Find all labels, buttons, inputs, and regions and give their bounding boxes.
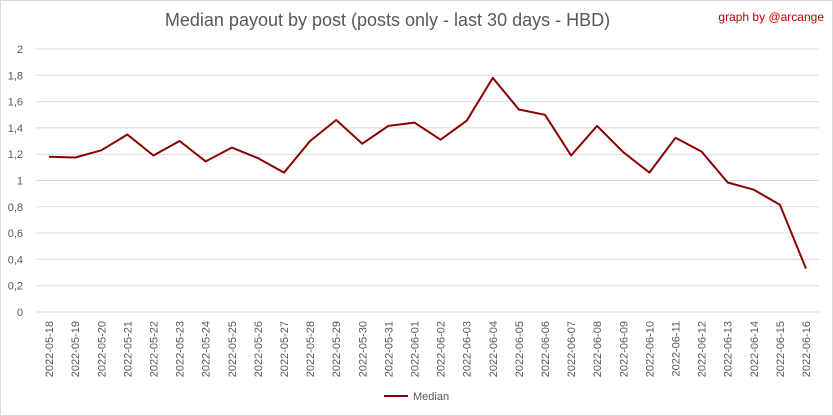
- x-tick-label: 2022-06-05: [514, 321, 526, 377]
- x-tick-label: 2022-06-01: [409, 321, 421, 377]
- x-tick-label: 2022-05-19: [70, 321, 82, 377]
- x-tick-label: 2022-05-25: [227, 321, 239, 377]
- y-tick-label: 0: [17, 307, 23, 319]
- series-line-median: [48, 76, 807, 269]
- x-tick-label: 2022-05-28: [305, 321, 317, 377]
- legend: Median: [384, 391, 449, 403]
- x-tick-label: 2022-05-24: [201, 321, 213, 377]
- y-tick-label: 1,6: [8, 97, 23, 109]
- x-tick-label: 2022-05-29: [331, 321, 343, 377]
- x-tick-label: 2022-06-06: [540, 321, 552, 377]
- y-axis: 0 0,2 0,4 0,6 0,8 1 1,2 1,4 1,6 1,8 2: [8, 44, 23, 319]
- y-tick-label: 0,2: [8, 281, 23, 293]
- legend-label: Median: [413, 391, 449, 403]
- y-tick-label: 0,6: [8, 228, 23, 240]
- y-tick-label: 1,8: [8, 70, 23, 82]
- x-tick-label: 2022-06-09: [618, 321, 630, 377]
- x-tick-label: 2022-06-12: [697, 321, 709, 377]
- y-tick-label: 2: [17, 44, 23, 56]
- x-tick-label: 2022-05-27: [279, 321, 291, 377]
- series-group: [48, 76, 807, 269]
- x-tick-label: 2022-05-26: [253, 321, 265, 377]
- x-tick-label: 2022-06-16: [801, 321, 813, 377]
- y-tick-label: 0,4: [8, 254, 23, 266]
- x-tick-label: 2022-06-11: [670, 321, 682, 376]
- y-tick-label: 1,4: [8, 123, 23, 135]
- y-tick-label: 1,2: [8, 149, 23, 161]
- x-tick-label: 2022-05-21: [122, 321, 134, 377]
- x-tick-label: 2022-05-23: [175, 321, 187, 377]
- x-tick-label: 2022-05-18: [44, 321, 56, 377]
- chart-title: Median payout by post (posts only - last…: [164, 10, 611, 30]
- chart-credit: graph by @arcange: [718, 10, 824, 24]
- x-tick-label: 2022-06-02: [436, 321, 448, 377]
- x-tick-label: 2022-06-10: [644, 321, 656, 377]
- x-tick-label: 2022-06-15: [775, 321, 787, 377]
- x-axis: 2022-05-18 2022-05-19 2022-05-20 2022-05-21…: [44, 321, 813, 377]
- x-tick-label: 2022-05-20: [96, 321, 108, 377]
- x-tick-label: 2022-05-22: [148, 321, 160, 377]
- y-tick-label: 1: [17, 176, 23, 188]
- x-tick-label: 2022-06-14: [749, 321, 761, 377]
- x-tick-label: 2022-06-08: [592, 321, 604, 377]
- gridlines: [36, 48, 819, 313]
- x-tick-label: 2022-06-07: [566, 321, 578, 377]
- x-tick-label: 2022-05-31: [383, 321, 395, 377]
- x-tick-label: 2022-06-13: [723, 321, 735, 377]
- x-tick-label: 2022-06-03: [462, 321, 474, 377]
- x-tick-label: 2022-05-30: [357, 321, 369, 377]
- y-tick-label: 0,8: [8, 202, 23, 214]
- x-tick-label: 2022-06-04: [488, 321, 500, 377]
